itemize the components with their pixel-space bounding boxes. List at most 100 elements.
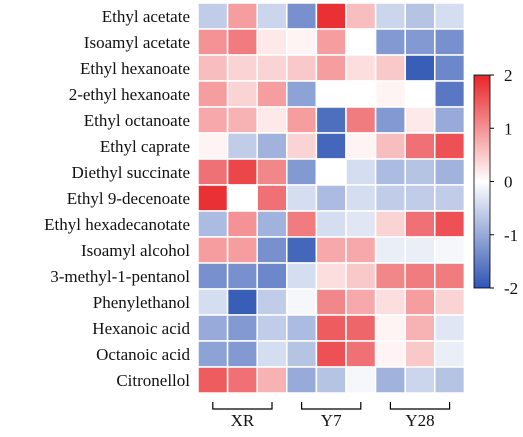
heatmap-cell: [404, 132, 436, 160]
heatmap-cell: [374, 314, 406, 342]
heatmap-cell: [256, 132, 288, 160]
heatmap-cell: [345, 340, 377, 368]
heatmap-cell: [345, 158, 377, 186]
heatmap-cell: [404, 366, 436, 394]
heatmap-cell: [197, 28, 229, 56]
heatmap-cell: [404, 210, 436, 238]
heatmap-cell: [434, 106, 466, 134]
heatmap-cell: [404, 28, 436, 56]
group-label: XR: [231, 411, 255, 430]
heatmap-cell: [256, 288, 288, 316]
heatmap-cell: [345, 2, 377, 30]
heatmap-cell: [197, 262, 229, 290]
heatmap-cell: [404, 262, 436, 290]
heatmap-cell: [315, 54, 347, 82]
heatmap-cell: [286, 2, 318, 30]
heatmap-cell: [256, 184, 288, 212]
heatmap-cell: [197, 210, 229, 238]
heatmap-cell: [315, 184, 347, 212]
heatmap-cell: [434, 340, 466, 368]
heatmap-cell: [345, 184, 377, 212]
heatmap-cells: [197, 2, 466, 394]
colorbar-tick-label: -1: [504, 226, 518, 245]
heatmap-cell: [197, 184, 229, 212]
heatmap-cell: [226, 314, 258, 342]
heatmap-cell: [197, 366, 229, 394]
heatmap-cell: [226, 366, 258, 394]
heatmap-cell: [226, 184, 258, 212]
heatmap-cell: [286, 340, 318, 368]
heatmap-cell: [226, 158, 258, 186]
heatmap-cell: [374, 210, 406, 238]
heatmap-cell: [197, 106, 229, 134]
heatmap-cell: [404, 54, 436, 82]
heatmap-cell: [197, 54, 229, 82]
heatmap-cell: [256, 262, 288, 290]
row-label: Isoamyl alcohol: [81, 241, 190, 260]
heatmap-cell: [226, 132, 258, 160]
row-label: 3-methyl-1-pentanol: [50, 267, 190, 286]
heatmap-cell: [256, 54, 288, 82]
heatmap-cell: [434, 210, 466, 238]
heatmap-cell: [404, 106, 436, 134]
heatmap-cell: [434, 236, 466, 264]
row-label: Ethyl acetate: [102, 7, 190, 26]
heatmap-cell: [374, 366, 406, 394]
heatmap-cell: [226, 210, 258, 238]
heatmap-cell: [286, 54, 318, 82]
heatmap-cell: [226, 262, 258, 290]
heatmap-cell: [197, 2, 229, 30]
heatmap-cell: [345, 314, 377, 342]
heatmap-cell: [197, 288, 229, 316]
colorbar-tick-label: 1: [504, 119, 513, 138]
row-label: Isoamyl acetate: [84, 33, 190, 52]
heatmap-cell: [434, 314, 466, 342]
colorbar-tick-label: 2: [504, 66, 513, 85]
heatmap-cell: [315, 340, 347, 368]
heatmap-cell: [345, 288, 377, 316]
heatmap-cell: [286, 106, 318, 134]
heatmap-cell: [434, 184, 466, 212]
row-label: Ethyl caprate: [100, 137, 190, 156]
heatmap-cell: [345, 80, 377, 108]
heatmap-cell: [226, 2, 258, 30]
heatmap-cell: [374, 106, 406, 134]
row-label: Diethyl succinate: [72, 163, 191, 182]
row-label: Ethyl hexanoate: [80, 59, 190, 78]
heatmap-cell: [345, 132, 377, 160]
heatmap-cell: [434, 262, 466, 290]
group-bracket: [301, 402, 362, 410]
heatmap-cell: [315, 28, 347, 56]
heatmap-cell: [256, 2, 288, 30]
heatmap-cell: [434, 158, 466, 186]
heatmap-cell: [315, 314, 347, 342]
row-label: Ethyl hexadecanotate: [44, 215, 190, 234]
heatmap-cell: [286, 158, 318, 186]
heatmap-cell: [286, 132, 318, 160]
heatmap-cell: [315, 236, 347, 264]
group-brackets: [212, 402, 451, 410]
heatmap-cell: [345, 28, 377, 56]
heatmap-cell: [226, 288, 258, 316]
heatmap-cell: [197, 80, 229, 108]
heatmap-cell: [434, 54, 466, 82]
heatmap-cell: [315, 80, 347, 108]
heatmap-cell: [256, 366, 288, 394]
heatmap-cell: [286, 288, 318, 316]
colorbar-tick-label: -2: [504, 279, 518, 298]
colorbar-ticks: 2 1 0 -1 -2: [490, 66, 518, 298]
heatmap-cell: [345, 106, 377, 134]
heatmap-cell: [345, 236, 377, 264]
heatmap-cell: [256, 80, 288, 108]
heatmap-cell: [197, 236, 229, 264]
heatmap-cell: [256, 210, 288, 238]
heatmap-cell: [315, 366, 347, 394]
heatmap-cell: [256, 28, 288, 56]
heatmap-cell: [226, 340, 258, 368]
row-label: 2-ethyl hexanoate: [69, 85, 190, 104]
colorbar-tick-label: 0: [504, 173, 513, 192]
heatmap-cell: [434, 80, 466, 108]
heatmap-cell: [374, 2, 406, 30]
heatmap-cell: [404, 314, 436, 342]
